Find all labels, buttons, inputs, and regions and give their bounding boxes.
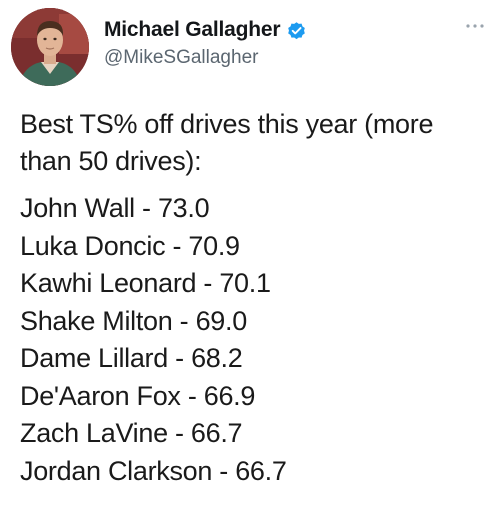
player-ts: 66.7	[190, 418, 243, 448]
avatar[interactable]	[11, 8, 89, 86]
author-handle[interactable]: @MikeSGallagher	[104, 47, 259, 68]
author-display-name[interactable]: Michael Gallagher	[104, 18, 281, 41]
list-item: Dame Lillard - 68.2	[20, 343, 243, 373]
player-ts: 69.0	[195, 305, 248, 336]
list-item: Jordan Clarkson - 66.7	[20, 455, 287, 486]
player-ts: 66.9	[203, 380, 256, 411]
list-item: Luka Doncic - 70.9	[20, 230, 240, 261]
verified-badge-icon	[286, 20, 307, 41]
player-name: De'Aaron Fox	[20, 380, 181, 411]
list-item: Zach LaVine - 66.7	[20, 418, 243, 448]
more-options-icon[interactable]	[464, 18, 486, 28]
player-name: Zach LaVine	[20, 418, 168, 448]
tweet-text: Best TS% off drives this year (more than…	[20, 106, 490, 490]
player-ts: 70.9	[188, 230, 240, 261]
player-ts: 68.2	[191, 343, 243, 373]
avatar-image	[11, 8, 89, 86]
player-name: Kawhi Leonard	[20, 268, 197, 298]
player-ts: 73.0	[157, 193, 210, 223]
player-name: Shake Milton	[20, 305, 173, 336]
player-name: Dame Lillard	[20, 343, 168, 373]
player-ts: 66.7	[235, 455, 287, 486]
list-item: Shake Milton - 69.0	[20, 305, 248, 336]
player-ts: 70.1	[219, 268, 271, 298]
tweet-headline: Best TS% off drives this year (more than…	[20, 109, 434, 176]
player-name: Luka Doncic	[20, 230, 166, 261]
list-item: De'Aaron Fox - 66.9	[20, 380, 256, 411]
player-name: Jordan Clarkson	[20, 455, 213, 486]
player-name: John Wall	[20, 193, 135, 223]
player-list: John Wall - 73.0 Luka Doncic - 70.9 Kawh…	[20, 190, 490, 490]
author-row: Michael Gallagher	[104, 18, 307, 42]
list-item: Kawhi Leonard - 70.1	[20, 268, 271, 298]
list-item: John Wall - 73.0	[20, 193, 210, 223]
